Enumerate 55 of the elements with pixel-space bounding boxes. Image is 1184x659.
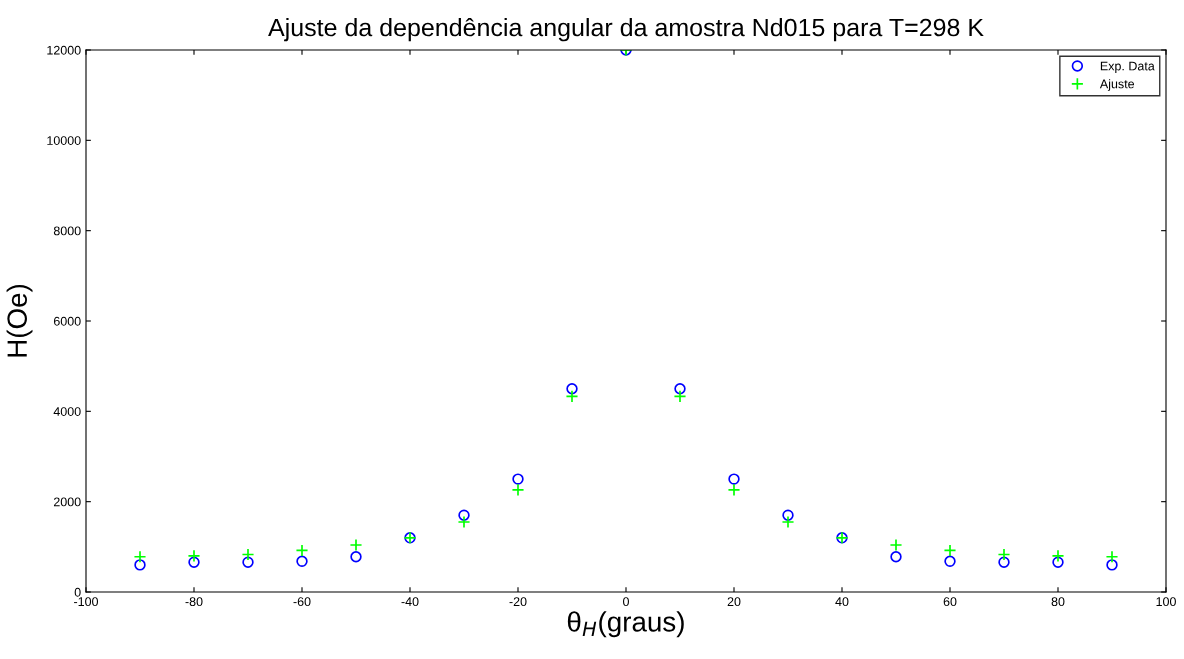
y-axis-title: H(Oe) bbox=[6, 284, 33, 357]
point bbox=[133, 550, 147, 564]
y-tick-label: 2000 bbox=[53, 497, 81, 507]
point bbox=[350, 551, 362, 563]
point bbox=[188, 556, 200, 568]
y-tick-label: 12000 bbox=[47, 45, 81, 55]
point bbox=[512, 473, 524, 485]
point bbox=[728, 473, 740, 485]
x-tick-label: -100 bbox=[74, 597, 99, 607]
point bbox=[782, 509, 794, 521]
y-tick-label: 6000 bbox=[53, 316, 81, 326]
x-tick-label: 60 bbox=[943, 597, 957, 607]
point bbox=[889, 538, 903, 552]
point bbox=[565, 390, 579, 403]
x-tick-label: -20 bbox=[509, 597, 527, 607]
point bbox=[781, 515, 795, 529]
point bbox=[296, 555, 308, 567]
point bbox=[1051, 549, 1065, 563]
point bbox=[727, 483, 741, 497]
point bbox=[242, 556, 254, 568]
y-tick-label: 4000 bbox=[53, 407, 81, 416]
point bbox=[134, 559, 146, 571]
y-tick-label: 8000 bbox=[53, 226, 81, 236]
point bbox=[998, 556, 1010, 568]
point bbox=[511, 483, 525, 497]
chart-title: Ajuste da dependência angular da amostra Nd015 para T=298 K bbox=[268, 17, 984, 42]
point bbox=[1052, 556, 1064, 568]
y-tick-label: 0 bbox=[74, 587, 81, 597]
x-tick-label: 80 bbox=[1051, 597, 1065, 607]
point bbox=[187, 549, 201, 563]
point bbox=[349, 538, 363, 552]
point bbox=[997, 548, 1011, 561]
point bbox=[241, 548, 255, 561]
point bbox=[458, 509, 470, 521]
legend-label: Exp. Data bbox=[1100, 61, 1155, 73]
point bbox=[673, 390, 687, 403]
point bbox=[944, 555, 956, 567]
x-tick-label: -60 bbox=[293, 597, 311, 607]
point bbox=[295, 544, 309, 557]
x-tick-label: 100 bbox=[1156, 597, 1176, 607]
point bbox=[1106, 559, 1118, 571]
legend-label: Ajuste bbox=[1099, 79, 1135, 91]
x-tick-label: 20 bbox=[727, 597, 741, 607]
point bbox=[457, 515, 471, 529]
point bbox=[890, 551, 902, 563]
point bbox=[1105, 550, 1119, 564]
x-tick-label: 40 bbox=[835, 597, 849, 607]
x-axis-title: θ$_{H}$(graus) bbox=[567, 611, 684, 638]
point bbox=[943, 544, 957, 557]
point bbox=[674, 383, 686, 395]
point bbox=[566, 383, 578, 395]
y-tick-label: 10000 bbox=[47, 136, 81, 145]
x-tick-label: 0 bbox=[623, 597, 629, 607]
x-tick-label: -80 bbox=[185, 597, 203, 607]
x-tick-label: -40 bbox=[401, 597, 419, 607]
